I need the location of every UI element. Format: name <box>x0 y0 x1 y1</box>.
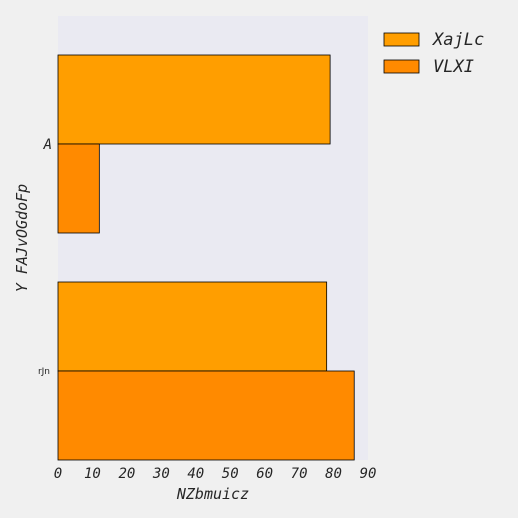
y-tick-label-rjn: rJn <box>38 367 50 377</box>
legend: XajLc VLXI <box>383 30 484 77</box>
legend-swatch-xajlc <box>383 32 420 47</box>
bar-vlxi-rjn <box>57 370 355 461</box>
x-tick-label-20: 20 <box>118 466 135 482</box>
bar-xajlc-rjn <box>57 281 328 372</box>
y-axis-label: Y FAJvOGdoFp <box>13 184 31 292</box>
legend-label-xajlc: XajLc <box>431 30 484 50</box>
x-axis-label: NZbmuicz <box>176 485 249 503</box>
x-tick-label-70: 70 <box>291 466 308 482</box>
y-tick-label-a: A <box>43 137 52 153</box>
x-tick-label-40: 40 <box>187 466 204 482</box>
x-tick-labels: 0 10 20 30 40 50 60 70 80 90 <box>54 466 377 482</box>
legend-swatch-vlxi <box>383 59 420 74</box>
x-tick-label-80: 80 <box>325 466 342 482</box>
bars-layer <box>57 54 355 461</box>
x-tick-label-50: 50 <box>222 466 239 482</box>
x-tick-label-10: 10 <box>84 466 101 482</box>
x-tick-label-60: 60 <box>256 466 273 482</box>
x-tick-label-0: 0 <box>54 466 62 482</box>
legend-label-vlxi: VLXI <box>433 57 474 77</box>
x-tick-label-90: 90 <box>360 466 377 482</box>
bar-vlxi-a <box>57 143 100 234</box>
x-tick-label-30: 30 <box>152 466 170 482</box>
bar-xajlc-a <box>57 54 331 145</box>
